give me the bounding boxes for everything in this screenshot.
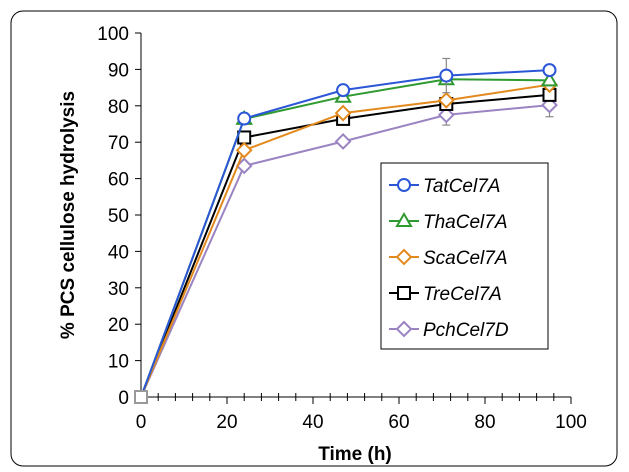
- series-TatCel7A: [134, 57, 557, 404]
- data-point: [334, 104, 352, 122]
- x-tick-label: 20: [216, 412, 237, 433]
- legend-label: TatCel7A: [423, 176, 500, 197]
- series-layer: [134, 57, 559, 404]
- x-tick-label: 100: [555, 412, 587, 433]
- x-tick-label: 60: [388, 412, 409, 433]
- data-point: [237, 111, 252, 126]
- y-tick-label: 10: [108, 352, 129, 373]
- x-tick-label: 40: [302, 412, 323, 433]
- chart-frame: [10, 10, 618, 467]
- y-tick-label: 50: [108, 206, 129, 227]
- legend-marker: [397, 286, 411, 300]
- data-point: [437, 91, 455, 109]
- legend-label: PchCel7D: [423, 320, 509, 341]
- y-tick-label: 70: [108, 133, 129, 154]
- legend-label: ThaCel7A: [423, 212, 508, 233]
- y-tick-label: 20: [108, 315, 129, 336]
- x-axis-title: Time (h): [318, 444, 392, 465]
- legend-item: TreCel7A: [389, 284, 502, 305]
- legend-item: ThaCel7A: [389, 212, 508, 233]
- legend-item: PchCel7D: [389, 320, 509, 341]
- x-tick-label: 80: [474, 412, 495, 433]
- y-tick-label: 80: [108, 97, 129, 118]
- data-point: [134, 390, 148, 404]
- legend-marker: [395, 248, 413, 266]
- data-point: [235, 141, 253, 159]
- legend-item: TatCel7A: [389, 176, 500, 197]
- y-tick-label: 40: [108, 242, 129, 263]
- legend: TatCel7A ThaCel7A ScaCel7A TreCel7A PchCel7D: [380, 162, 549, 350]
- axes: 0 10 20 30 40 50 60 70 80 90 100 0 20 40 60 80 100: [97, 24, 587, 433]
- y-tick-label: 60: [108, 170, 129, 191]
- legend-marker: [397, 178, 411, 192]
- data-point: [540, 71, 559, 87]
- y-tick-label: 0: [118, 388, 129, 409]
- series-ScaCel7A: [134, 76, 558, 404]
- data-point: [336, 83, 351, 98]
- y-tick-label: 100: [97, 24, 129, 45]
- data-point: [237, 130, 252, 145]
- legend-marker: [395, 320, 413, 338]
- y-tick-label: 90: [108, 60, 129, 81]
- x-tick-label: 0: [136, 412, 147, 433]
- data-point: [439, 68, 454, 83]
- data-point: [542, 63, 557, 78]
- y-axis-title: % PCS cellulose hydrolysis: [58, 91, 79, 339]
- y-tick-label: 30: [108, 279, 129, 300]
- data-point: [437, 106, 455, 124]
- data-point: [334, 133, 352, 150]
- legend-label: TreCel7A: [423, 284, 502, 305]
- legend-label: ScaCel7A: [423, 248, 508, 269]
- legend-item: ScaCel7A: [389, 248, 508, 269]
- legend-marker: [395, 212, 413, 227]
